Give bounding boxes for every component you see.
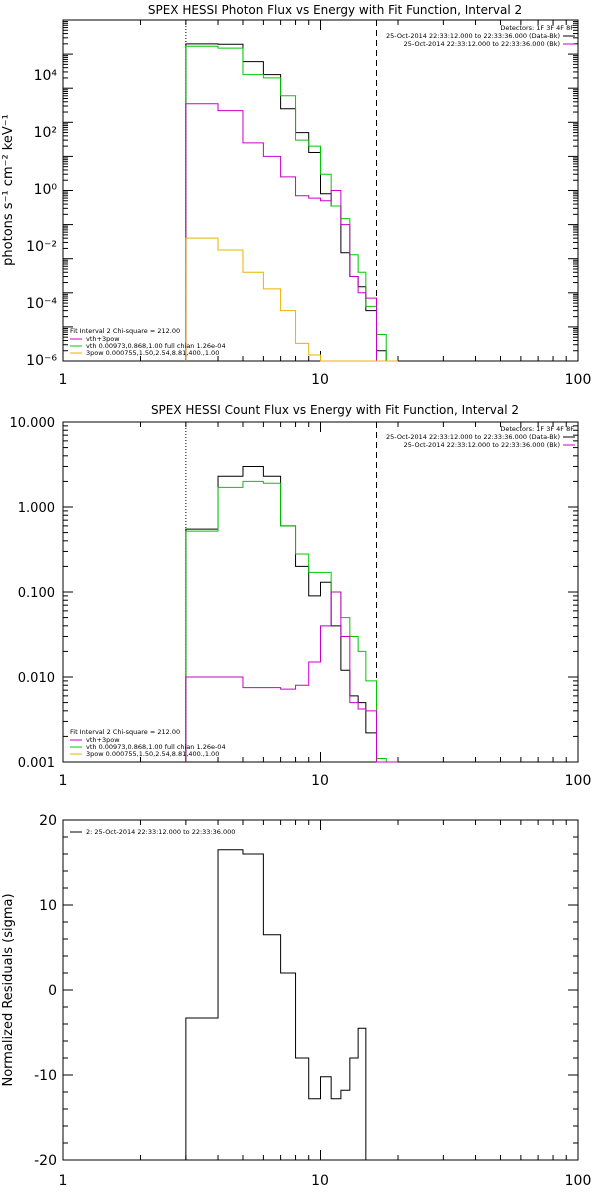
residuals-x-tick-label: 100	[565, 1173, 592, 1189]
residuals-y-tick-label: -20	[34, 1153, 57, 1169]
series-line-2	[185, 591, 399, 763]
legend-label-vth: vth 0.00973,0.868,1.00 full chian 1.26e-…	[86, 743, 226, 751]
photon-flux-y-tick-label: 10⁴	[34, 68, 58, 84]
residuals-y-tick-label: 0	[48, 983, 57, 999]
detectors-label: Detectors: 1F 3F 4F 8F	[500, 24, 574, 32]
photon-flux-y-axis-label: photons s⁻¹ cm⁻² keV⁻¹	[1, 114, 16, 266]
photon-flux-x-tick-label: 10	[311, 372, 329, 388]
residuals-x-tick-label: 1	[59, 1173, 68, 1189]
residuals-y-tick-label: 10	[39, 898, 57, 914]
count-flux-y-tick-label: 0.001	[18, 756, 55, 771]
photon-flux-y-ticks	[63, 19, 578, 362]
photon-flux-series	[185, 43, 399, 362]
count-flux-title: SPEX HESSI Count Flux vs Energy with Fit…	[151, 403, 519, 417]
photon-flux-y-tick-label: 10⁻²	[26, 239, 57, 255]
count-flux-x-tick-label: 100	[565, 773, 592, 789]
residuals-x-ticks	[62, 820, 567, 1160]
count-flux-legend: Fit Interval 2 Chi-square = 212.00 vth+3…	[70, 728, 226, 758]
residuals-y-axis-label: Normalized Residuals (sigma)	[1, 893, 16, 1086]
residuals-plot-frame	[62, 819, 579, 1161]
legend-label-3pow: 3pow 0.000755,1.50,2.54,8.81,400.,1.00	[86, 349, 219, 357]
residuals-panel: 1 10 100 -20 -10 0 10 20 Normalized Resi…	[1, 813, 591, 1189]
data-interval-label: 25-Oct-2014 22:33:12.000 to 22:33:36.000…	[386, 32, 560, 40]
photon-flux-header: Detectors: 1F 3F 4F 8F 25-Oct-2014 22:33…	[386, 24, 575, 48]
detectors-label: Detectors: 1F 3F 4F 8F	[500, 425, 574, 433]
photon-flux-y-tick-label: 10⁰	[34, 182, 58, 198]
residuals-legend: 2: 25-Oct-2014 22:33:12.000 to 22:33:36.…	[70, 828, 235, 836]
legend-label-vth: vth 0.00973,0.868,1.00 full chian 1.26e-…	[86, 342, 226, 350]
residuals-x-tick-label: 10	[311, 1173, 329, 1189]
count-flux-x-tick-label: 1	[59, 773, 68, 789]
series-line-0	[185, 849, 367, 1160]
series-line-3	[185, 237, 399, 362]
photon-flux-x-ticks	[62, 20, 567, 361]
photon-flux-panel: SPEX HESSI Photon Flux vs Energy with Fi…	[1, 3, 591, 388]
photon-flux-y-tick-label: 10⁻⁴	[26, 296, 57, 312]
legend-label-total: vth+3pow	[86, 736, 120, 744]
residuals-y-tick-label: 20	[39, 813, 57, 829]
photon-flux-title: SPEX HESSI Photon Flux vs Energy with Fi…	[148, 3, 522, 17]
residuals-y-ticks	[63, 819, 578, 1161]
count-flux-y-tick-label: 0.010	[18, 671, 55, 686]
photon-flux-y-tick-label: 10²	[34, 125, 57, 141]
residuals-y-tick-label: -10	[34, 1068, 57, 1084]
bk-interval-label: 25-Oct-2014 22:33:12.000 to 22:33:36.000…	[404, 40, 560, 48]
fit-summary-label: Fit Interval 2 Chi-square = 212.00	[70, 728, 180, 736]
count-flux-x-ticks	[62, 422, 567, 762]
count-flux-y-tick-label: 0.100	[18, 586, 55, 601]
series-line-0	[185, 43, 399, 362]
data-interval-label: 25-Oct-2014 22:33:12.000 to 22:33:36.000…	[386, 433, 560, 441]
count-flux-y-ticks	[63, 421, 578, 763]
residuals-series	[185, 849, 367, 1160]
count-flux-series	[185, 465, 399, 763]
series-line-2	[185, 103, 399, 362]
count-flux-y-tick-label: 1.000	[18, 501, 55, 516]
fit-summary-label: Fit Interval 2 Chi-square = 212.00	[70, 327, 180, 335]
count-flux-x-tick-label: 10	[311, 773, 329, 789]
photon-flux-x-tick-label: 100	[565, 372, 592, 388]
series-line-1	[185, 480, 399, 763]
count-flux-y-tick-label: 10.000	[10, 416, 56, 431]
photon-flux-y-tick-label: 10⁻⁶	[26, 353, 57, 369]
legend-label-total: vth+3pow	[86, 335, 120, 343]
series-line-0	[185, 465, 399, 763]
bk-interval-label: 25-Oct-2014 22:33:12.000 to 22:33:36.000…	[404, 441, 560, 449]
legend-label-residuals: 2: 25-Oct-2014 22:33:12.000 to 22:33:36.…	[86, 828, 235, 836]
legend-label-3pow: 3pow 0.000755,1.50,2.54,8.81,400.,1.00	[86, 750, 219, 758]
photon-flux-x-tick-label: 1	[59, 372, 68, 388]
photon-flux-legend: Fit Interval 2 Chi-square = 212.00 vth+3…	[70, 327, 226, 357]
series-line-1	[185, 45, 399, 362]
count-flux-panel: SPEX HESSI Count Flux vs Energy with Fit…	[10, 403, 592, 789]
count-flux-header: Detectors: 1F 3F 4F 8F 25-Oct-2014 22:33…	[386, 425, 575, 449]
